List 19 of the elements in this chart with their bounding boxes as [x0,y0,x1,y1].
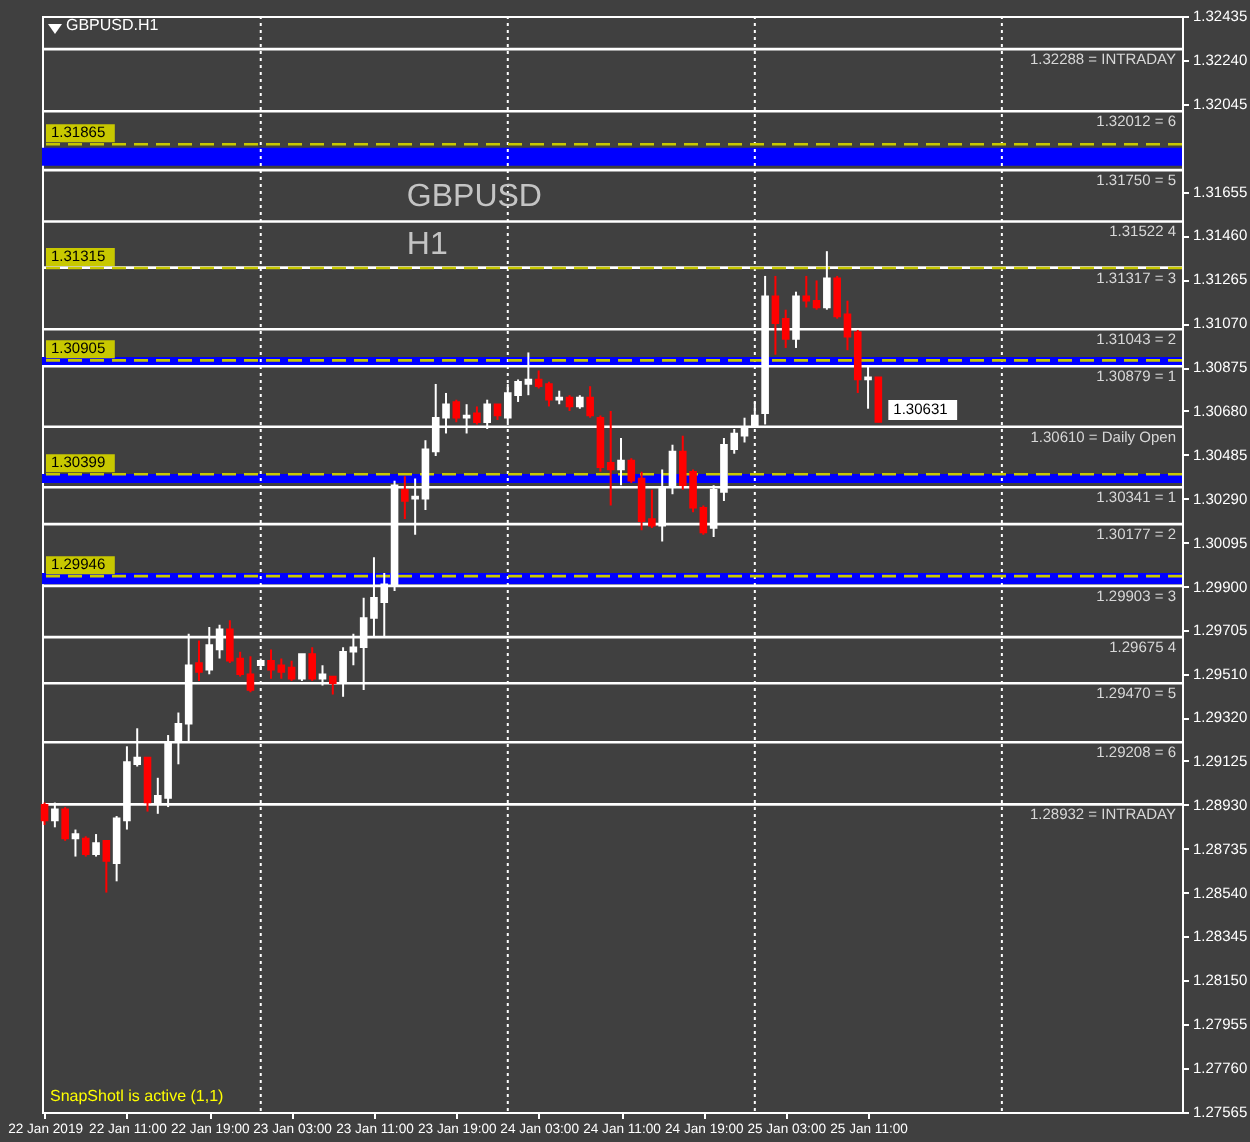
candlestick [308,646,316,683]
annotation: GBPUSD [406,179,542,214]
candlestick [401,475,409,520]
candlestick [452,398,461,424]
candlestick [40,801,49,827]
candlestick [586,385,594,419]
candlestick [195,639,203,683]
candlestick [473,405,481,426]
candlestick [328,675,337,696]
candlestick [81,835,90,858]
candlestick [61,806,69,842]
annotation: SnapShotl is active (1,1) [49,1087,225,1106]
candlestick [102,839,111,894]
candlestick [143,756,152,813]
annotation: H1 [406,227,448,262]
candlestick [874,376,883,424]
candlestick [92,833,100,858]
candlestick [71,828,80,858]
chart-title: GBPUSD.H1 [66,16,160,34]
